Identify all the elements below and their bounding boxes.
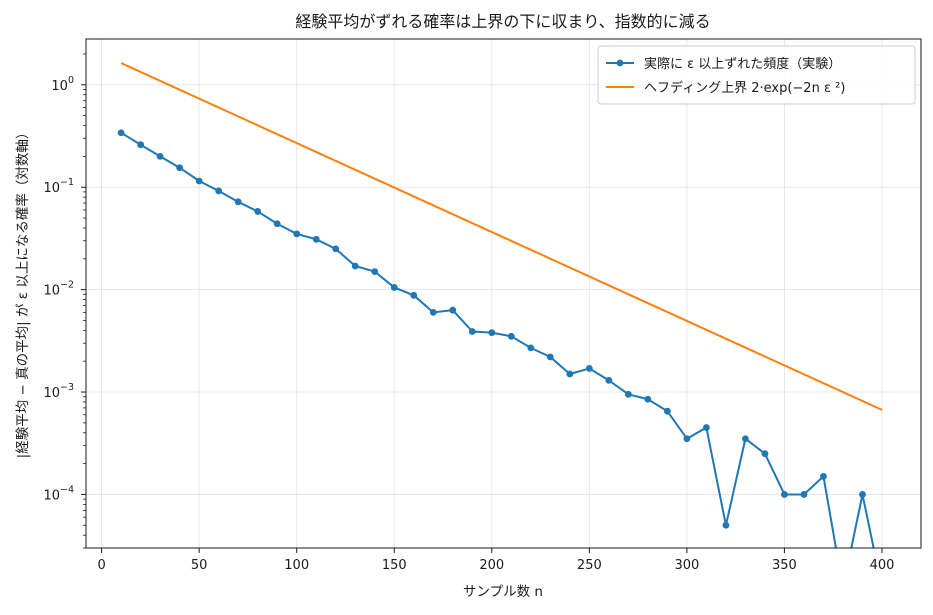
data-point (117, 129, 125, 137)
x-tick-label: 300 (674, 558, 699, 573)
y-tick-label: 10−4 (43, 484, 74, 503)
data-point (195, 177, 203, 185)
y-tick-exponent: −1 (60, 177, 74, 188)
data-point (859, 491, 866, 498)
legend-marker (616, 59, 624, 67)
y-tick-base: 10 (43, 386, 60, 401)
data-point (215, 187, 223, 195)
data-point (332, 245, 340, 253)
legend: 実際に ε 以上ずれた頻度（実験） ヘフディング上界 2·exp(−2n ε ²) (597, 45, 916, 105)
y-tick-base: 10 (43, 284, 60, 299)
data-point (781, 491, 788, 498)
y-tick-label: 10−2 (43, 280, 74, 299)
y-tick-label: 100 (51, 75, 74, 94)
y-tick-exponent: −3 (60, 382, 74, 393)
data-point (156, 152, 164, 160)
data-point (234, 198, 242, 206)
data-point (273, 220, 281, 228)
y-tick-base: 10 (43, 181, 60, 196)
y-tick-label: 10−3 (43, 382, 74, 401)
data-point (820, 473, 827, 480)
data-point (761, 450, 769, 458)
data-point (488, 329, 496, 337)
legend-label: 実際に ε 以上ずれた頻度（実験） (644, 56, 841, 72)
y-tick-base: 10 (51, 79, 68, 94)
series-line (120, 62, 883, 411)
data-point (507, 332, 515, 340)
y-tick-exponent: 0 (68, 75, 74, 86)
x-tick-label: 250 (577, 558, 602, 573)
data-point (176, 164, 184, 172)
data-point (546, 353, 554, 361)
data-point (702, 424, 710, 431)
x-tick-label: 50 (191, 558, 208, 573)
x-tick-label: 0 (97, 558, 105, 573)
x-axis-title: サンプル数 n (463, 584, 543, 600)
data-point (722, 521, 730, 529)
data-point (742, 435, 749, 443)
x-tick-label: 150 (382, 558, 407, 573)
data-point (663, 407, 671, 415)
data-point (312, 235, 320, 243)
data-point (566, 370, 574, 378)
data-point (605, 376, 613, 384)
data-point (390, 284, 398, 291)
data-point (644, 395, 652, 403)
data-point (527, 344, 535, 352)
data-point (449, 306, 457, 314)
data-point (371, 268, 379, 275)
data-point (137, 141, 145, 149)
chart-title: 経験平均がずれる確率は上界の下に収まり、指数的に減る (295, 12, 710, 31)
x-tick-label: 400 (870, 558, 895, 573)
legend-label: ヘフディング上界 2·exp(−2n ε ²) (644, 80, 845, 96)
legend-box (597, 45, 916, 105)
data-point (468, 328, 476, 335)
x-tick-label: 100 (284, 558, 309, 573)
x-tick-label: 200 (479, 558, 504, 573)
data-point (351, 262, 359, 270)
series-line (120, 131, 875, 548)
y-tick-label: 10−1 (43, 177, 74, 196)
data-point (429, 308, 437, 316)
data-point (410, 291, 418, 299)
data-point (293, 230, 301, 238)
plot-frame (85, 38, 922, 549)
data-point (624, 390, 632, 398)
series-layer (117, 62, 883, 548)
y-tick-exponent: −4 (60, 484, 74, 495)
y-tick-exponent: −2 (60, 280, 74, 291)
x-tick-label: 350 (772, 558, 797, 573)
data-point (683, 435, 691, 443)
y-axis-title: |経験平均 − 真の平均| が ε 以上になる確率（対数軸） (14, 126, 31, 459)
ticks-layer: 0 50 100 150 200 250 300 350 40010010−110−210−31… (43, 53, 895, 573)
data-point (585, 365, 593, 372)
data-point (254, 208, 262, 215)
y-tick-base: 10 (43, 488, 60, 503)
data-point (800, 491, 808, 498)
